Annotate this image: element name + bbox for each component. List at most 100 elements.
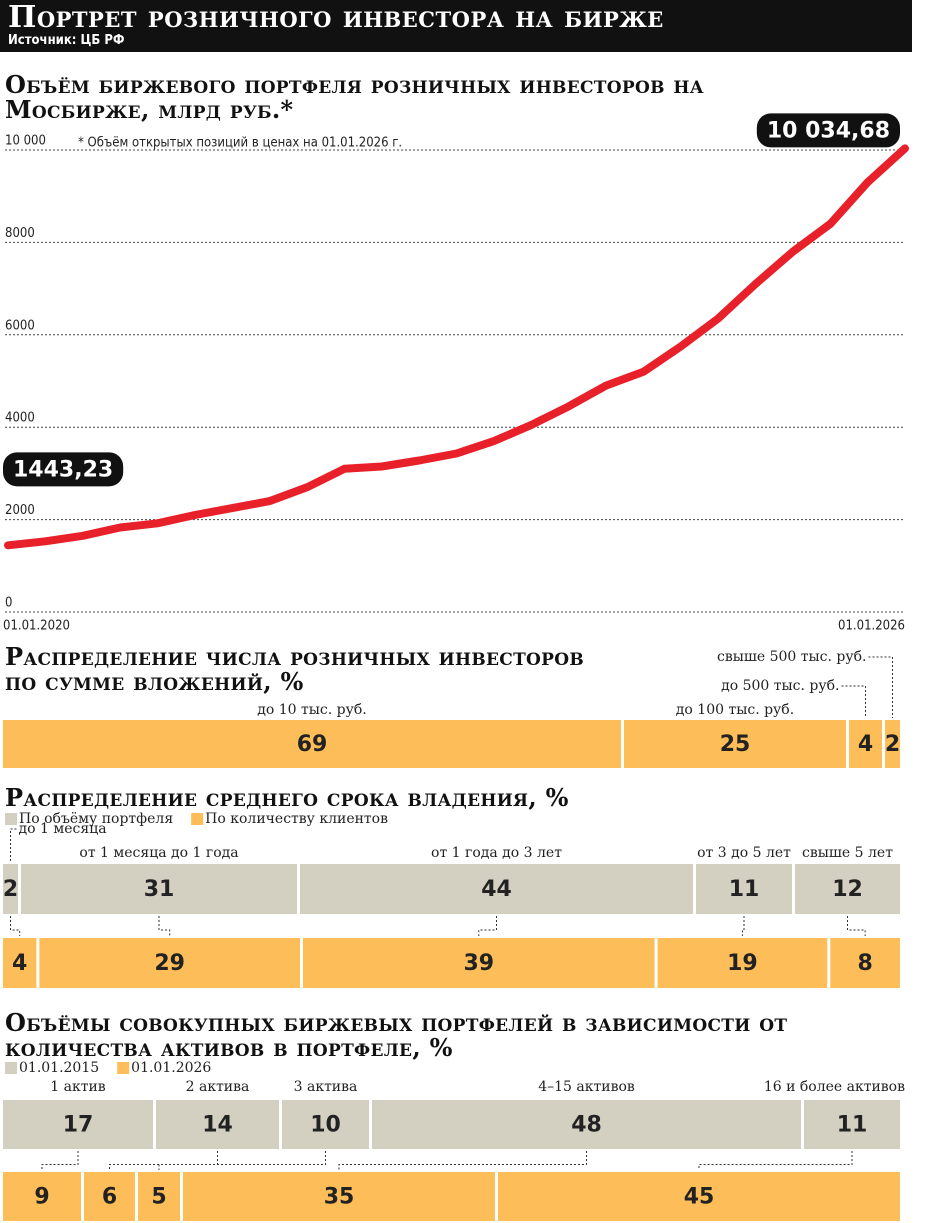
value-label-box bbox=[3, 452, 124, 487]
category-label: до 1 месяца bbox=[19, 821, 107, 837]
legend-swatch bbox=[5, 813, 17, 825]
bar-segment bbox=[696, 864, 792, 914]
category-label: от 1 месяца до 1 года bbox=[79, 845, 238, 861]
bar-segment bbox=[657, 938, 828, 988]
segment-label: 45 bbox=[684, 1185, 715, 1210]
segment-label: 25 bbox=[720, 732, 751, 757]
legend-label: По объёму портфеля bbox=[19, 811, 173, 827]
segment-label: 6 bbox=[102, 1185, 117, 1210]
segment-label: 10 bbox=[310, 1113, 341, 1138]
connector-line bbox=[109, 1151, 218, 1170]
connector-line bbox=[698, 1151, 853, 1170]
chart-title: Объём биржевого портфеля розничных инвес… bbox=[5, 70, 704, 124]
x-tick-label: 01.01.2020 bbox=[3, 619, 70, 634]
bar-segment bbox=[372, 1100, 801, 1149]
segment-label: 2 bbox=[3, 877, 18, 902]
legend-swatch bbox=[5, 1062, 17, 1074]
segment-label: 69 bbox=[297, 732, 328, 757]
bar-segment bbox=[3, 938, 37, 988]
category-label: 2 актива bbox=[186, 1079, 250, 1095]
segment-label: 11 bbox=[729, 877, 760, 902]
connector-line bbox=[10, 916, 21, 936]
chart-note: * Объём открытых позиций в ценах на 01.0… bbox=[78, 136, 402, 151]
bar-segment bbox=[138, 1172, 180, 1221]
category-label: 1 актив bbox=[50, 1079, 106, 1095]
y-tick-label: 2000 bbox=[5, 503, 35, 518]
y-tick-label: 10 000 bbox=[5, 134, 46, 149]
y-tick-label: 4000 bbox=[5, 411, 35, 426]
segment-label: 12 bbox=[832, 877, 863, 902]
category-label: до 500 тыс. руб. bbox=[721, 678, 839, 694]
segment-label: 35 bbox=[324, 1185, 355, 1210]
bar-segment bbox=[624, 720, 846, 768]
bar-segment bbox=[84, 1172, 135, 1221]
bar-segment bbox=[282, 1100, 369, 1149]
connector-line bbox=[338, 1151, 587, 1170]
header-source: Источник: ЦБ РФ bbox=[8, 33, 125, 48]
y-tick-label: 8000 bbox=[5, 226, 35, 241]
segment-label: 5 bbox=[151, 1185, 166, 1210]
chart-title: Распределение среднего срока владения, % bbox=[5, 783, 569, 812]
chart-title: Объёмы совокупных биржевых портфелей в з… bbox=[5, 1008, 788, 1062]
category-label: свыше 500 тыс. руб. bbox=[717, 649, 867, 665]
connector-line bbox=[741, 916, 745, 936]
segment-label: 11 bbox=[837, 1113, 868, 1138]
bar-segment bbox=[3, 864, 18, 914]
segment-label: 4 bbox=[12, 951, 27, 976]
category-label: от 1 года до 3 лет bbox=[431, 845, 562, 861]
bar-segment bbox=[303, 938, 655, 988]
connector-line bbox=[847, 916, 866, 936]
category-label: до 10 тыс. руб. bbox=[257, 702, 366, 718]
bar-segment bbox=[795, 864, 900, 914]
bar-segment bbox=[300, 864, 693, 914]
bar-segment bbox=[885, 720, 900, 768]
y-tick-label: 6000 bbox=[5, 318, 35, 333]
connector-line bbox=[158, 916, 171, 936]
bar-segment bbox=[156, 1100, 279, 1149]
category-label: 16 и более активов bbox=[764, 1079, 905, 1095]
legend-label: По количеству клиентов bbox=[205, 811, 388, 827]
header-bar: Портрет розничного инвестора на бирже Ис… bbox=[0, 0, 912, 52]
category-label: 4–15 активов bbox=[538, 1079, 635, 1095]
line-series bbox=[4, 144, 909, 550]
bar-segment bbox=[830, 938, 900, 988]
category-label: свыше 5 лет bbox=[802, 845, 893, 861]
segment-label: 29 bbox=[154, 951, 185, 976]
segment-label: 9 bbox=[34, 1185, 49, 1210]
leader-line bbox=[868, 656, 893, 718]
connector-line bbox=[41, 1151, 79, 1170]
chart-title: Распределение числа розничных инвесторов… bbox=[5, 642, 584, 696]
y-tick-label: 0 bbox=[5, 596, 12, 611]
segment-label: 2 bbox=[885, 732, 900, 757]
value-label: 10 034,68 bbox=[767, 118, 890, 143]
bar-segment bbox=[3, 1100, 153, 1149]
leader-line bbox=[10, 828, 17, 862]
bar-segment bbox=[498, 1172, 900, 1221]
bar-segment bbox=[3, 720, 621, 768]
bar-segment bbox=[804, 1100, 900, 1149]
segment-label: 4 bbox=[858, 732, 873, 757]
category-label: от 3 до 5 лет bbox=[697, 845, 791, 861]
x-tick-label: 01.01.2026 bbox=[838, 619, 905, 634]
bar-segment bbox=[3, 1172, 81, 1221]
connector-line bbox=[158, 1151, 326, 1170]
segment-label: 17 bbox=[63, 1113, 94, 1138]
segment-label: 19 bbox=[727, 951, 758, 976]
header-title: Портрет розничного инвестора на бирже bbox=[8, 0, 664, 35]
segment-label: 14 bbox=[202, 1113, 233, 1138]
legend-swatch bbox=[117, 1062, 130, 1074]
segment-label: 8 bbox=[857, 951, 872, 976]
segment-label: 44 bbox=[481, 877, 512, 902]
value-label: 1443,23 bbox=[13, 457, 113, 482]
legend-swatch bbox=[191, 813, 204, 825]
value-label-box bbox=[756, 113, 900, 148]
segment-label: 31 bbox=[144, 877, 175, 902]
bar-segment bbox=[183, 1172, 495, 1221]
legend-label: 01.01.2026 bbox=[131, 1060, 211, 1076]
segment-label: 48 bbox=[571, 1113, 602, 1138]
leader-line bbox=[841, 685, 866, 718]
legend-label: 01.01.2015 bbox=[19, 1060, 99, 1076]
category-label: 3 актива bbox=[294, 1079, 358, 1095]
